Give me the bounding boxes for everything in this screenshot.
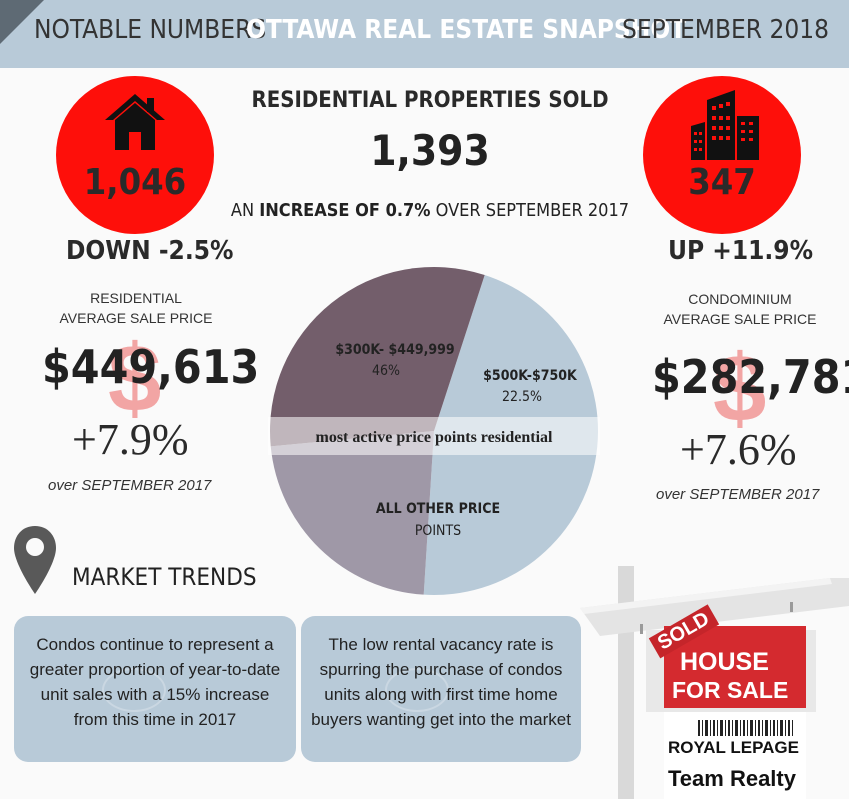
decor-ring	[102, 668, 166, 712]
slice-label-300k: $300K- $449,999	[335, 342, 454, 358]
house-icon	[105, 94, 165, 150]
price-points-pie-chart: most active price points residential $30…	[268, 266, 600, 595]
header-date: SEPTEMBER 2018	[622, 15, 829, 45]
slice-label-other-line2: POINTS	[415, 523, 461, 539]
brand-team: Team Realty	[668, 766, 796, 791]
condo-label-line2: AVERAGE SALE PRICE	[663, 311, 817, 327]
residential-price-change: +7.9%	[72, 415, 189, 464]
slice-value-500k: 22.5%	[502, 389, 542, 405]
trend-box-condos: Condos continue to represent a greater p…	[14, 616, 296, 762]
residential-label-line1: RESIDENTIAL	[90, 290, 182, 306]
corner-accent	[0, 0, 44, 44]
house-change: DOWN -2.5%	[66, 236, 234, 266]
slice-label-other: ALL OTHER PRICE	[376, 501, 500, 517]
increase-suffix: OVER SEPTEMBER 2017	[435, 200, 630, 221]
pie-slice-500k	[270, 431, 434, 595]
residential-comparison-note: over SEPTEMBER 2017	[48, 477, 212, 494]
sign-text: HOUSE FOR SALE	[672, 648, 788, 704]
condo-change: UP +11.9%	[668, 236, 814, 266]
increase-statement: AN INCREASE OF 0.7% OVER SEPTEMBER 2017	[200, 200, 660, 221]
header-left-title: NOTABLE NUMBERS	[34, 15, 267, 45]
increase-value: INCREASE OF 0.7%	[259, 200, 431, 221]
house-stat-circle: 1,046	[56, 76, 214, 234]
pie-slice-other	[270, 266, 485, 447]
condo-stat-circle: 347	[643, 76, 801, 234]
condo-avg-price: $282,781	[652, 350, 849, 404]
sign-line1: HOUSE	[680, 648, 769, 676]
increase-prefix: AN	[230, 200, 255, 221]
header-main-title: OTTAWA REAL ESTATE SNAPSHOT	[246, 15, 687, 45]
pie-title: most active price points residential	[315, 429, 553, 446]
dollar-watermark-icon: $	[713, 335, 767, 442]
residential-avg-price: $449,613	[42, 340, 260, 394]
sign-line2: FOR SALE	[672, 677, 789, 703]
barcode-decor	[698, 720, 793, 736]
dollar-watermark-icon: $	[108, 325, 162, 432]
building-icon	[691, 90, 759, 160]
slice-value-300k: 46%	[372, 363, 400, 379]
header-banner: NOTABLE NUMBERS OTTAWA REAL ESTATE SNAPS…	[0, 0, 849, 68]
for-sale-sign: SOLD HOUSE FOR SALE ROYAL LEPAGE Team Re…	[580, 562, 849, 799]
house-sold-count: 1,046	[83, 162, 187, 203]
condo-price-change: +7.6%	[680, 425, 797, 474]
residential-sold-title: RESIDENTIAL PROPERTIES SOLD	[251, 88, 609, 113]
location-pin-icon	[14, 526, 56, 594]
market-trends-title: MARKET TRENDS	[72, 563, 257, 591]
residential-price-label: RESIDENTIAL AVERAGE SALE PRICE	[36, 288, 236, 328]
condo-sold-count: 347	[688, 162, 756, 203]
condo-price-label: CONDOMINIUM AVERAGE SALE PRICE	[640, 289, 840, 329]
trend-text-condos: Condos continue to represent a greater p…	[29, 635, 281, 729]
pie-title-band	[268, 417, 600, 455]
slice-label-500k: $500K-$750K	[483, 368, 578, 384]
trend-box-rental: The low rental vacancy rate is spurring …	[301, 616, 581, 762]
condo-comparison-note: over SEPTEMBER 2017	[656, 486, 820, 503]
decor-ring	[385, 668, 449, 712]
trend-text-rental: The low rental vacancy rate is spurring …	[311, 635, 571, 729]
residential-label-line2: AVERAGE SALE PRICE	[59, 310, 213, 326]
condo-label-line1: CONDOMINIUM	[688, 291, 792, 307]
brand-name: ROYAL LEPAGE	[668, 738, 799, 757]
residential-sold-total: 1,393	[370, 126, 490, 175]
